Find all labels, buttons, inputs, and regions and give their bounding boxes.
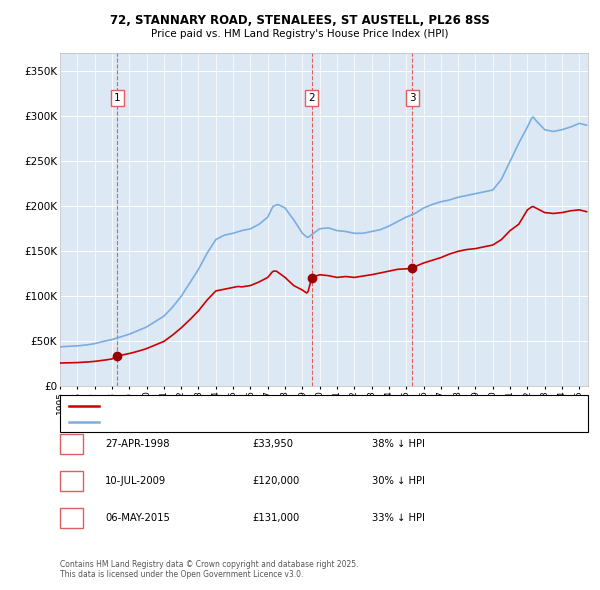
Text: £33,950: £33,950 [252,439,293,448]
Text: 1: 1 [68,439,75,448]
Text: 30% ↓ HPI: 30% ↓ HPI [372,476,425,486]
Text: 72, STANNARY ROAD, STENALEES, ST AUSTELL, PL26 8SS (semi-detached house): 72, STANNARY ROAD, STENALEES, ST AUSTELL… [105,402,455,411]
Text: 1: 1 [114,93,121,103]
Text: 06-MAY-2015: 06-MAY-2015 [105,513,170,523]
Text: Price paid vs. HM Land Registry's House Price Index (HPI): Price paid vs. HM Land Registry's House … [151,29,449,38]
Text: 3: 3 [409,93,416,103]
Text: 10-JUL-2009: 10-JUL-2009 [105,476,166,486]
Text: £131,000: £131,000 [252,513,299,523]
Text: 38% ↓ HPI: 38% ↓ HPI [372,439,425,448]
Text: 33% ↓ HPI: 33% ↓ HPI [372,513,425,523]
Text: 27-APR-1998: 27-APR-1998 [105,439,170,448]
Text: HPI: Average price, semi-detached house, Cornwall: HPI: Average price, semi-detached house,… [105,417,326,426]
Text: 72, STANNARY ROAD, STENALEES, ST AUSTELL, PL26 8SS: 72, STANNARY ROAD, STENALEES, ST AUSTELL… [110,14,490,27]
Text: Contains HM Land Registry data © Crown copyright and database right 2025.
This d: Contains HM Land Registry data © Crown c… [60,560,359,579]
Text: £120,000: £120,000 [252,476,299,486]
Text: 2: 2 [308,93,315,103]
Text: 2: 2 [68,476,75,486]
Text: 3: 3 [68,513,75,523]
